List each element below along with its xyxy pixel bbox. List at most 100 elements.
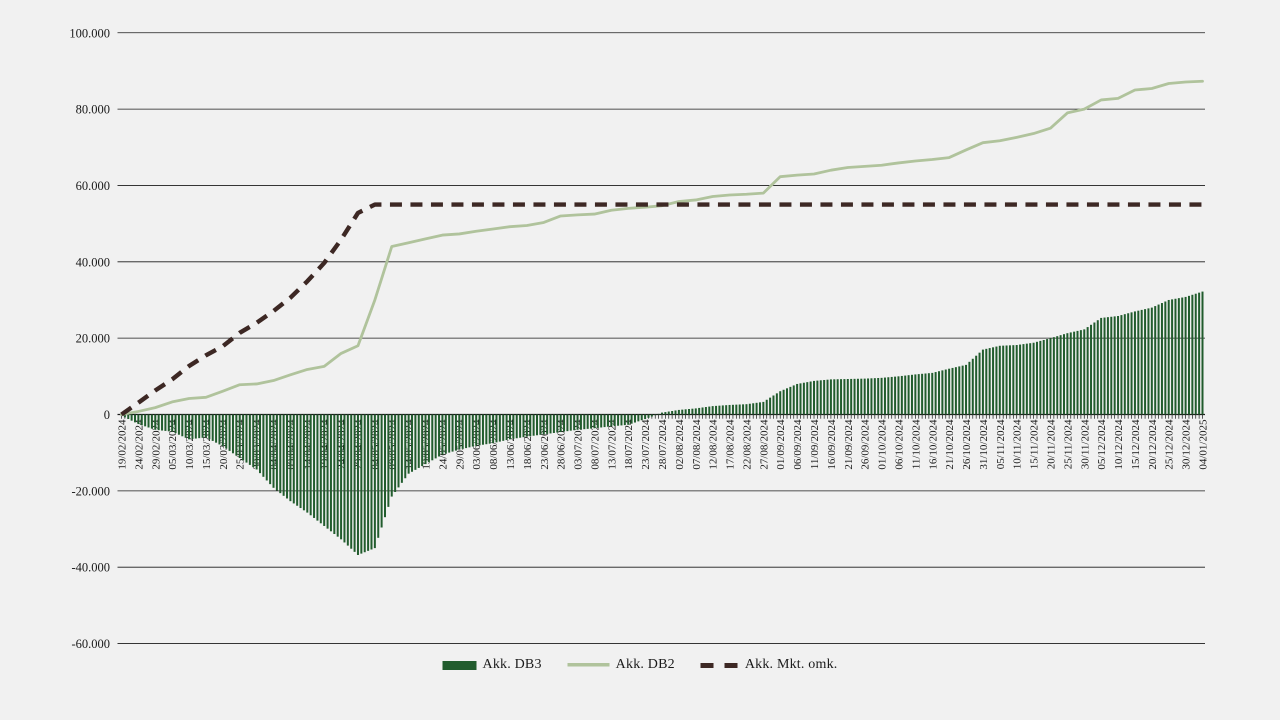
bar-akk-db3 [1137, 310, 1140, 415]
bar-akk-db3 [343, 414, 346, 543]
bar-akk-db3 [461, 414, 464, 449]
bar-akk-db3 [586, 414, 589, 429]
bar-akk-db3 [292, 414, 295, 504]
bar-akk-db3 [394, 414, 397, 492]
bar-akk-db3 [688, 409, 691, 415]
bar-akk-db3 [1022, 344, 1025, 415]
bar-akk-db3 [958, 366, 961, 415]
x-axis-tick-label: 21/09/2024 [843, 419, 855, 470]
bar-akk-db3 [373, 414, 376, 549]
bar-akk-db3 [1005, 345, 1008, 415]
bar-akk-db3 [954, 367, 957, 415]
x-axis-tick-label: 28/07/2024 [657, 419, 669, 470]
x-axis-tick-label: 16/09/2024 [826, 419, 838, 470]
bar-akk-db3 [546, 414, 549, 434]
bar-akk-db3 [127, 414, 130, 420]
bar-akk-db3 [383, 414, 386, 518]
bar-akk-db3 [914, 374, 917, 415]
bar-akk-db3 [1150, 307, 1153, 415]
bar-akk-db3 [981, 349, 984, 415]
bar-akk-db3 [944, 369, 947, 415]
bar-akk-db3 [1140, 309, 1143, 415]
bar-akk-db3 [380, 414, 383, 528]
bar-akk-db3 [897, 376, 900, 415]
bar-akk-db3 [414, 414, 417, 470]
x-axis-tick-label: 15/12/2024 [1130, 419, 1142, 470]
bar-akk-db3 [620, 414, 623, 426]
bar-akk-db3 [427, 414, 430, 463]
bar-akk-db3 [1181, 297, 1184, 415]
x-axis-tick-label: 06/10/2024 [893, 419, 905, 470]
bar-akk-db3 [242, 414, 245, 461]
x-axis-tick-label: 05/11/2024 [995, 419, 1007, 469]
bar-akk-db3 [975, 355, 978, 415]
bar-akk-db3 [184, 414, 187, 438]
bar-akk-db3 [559, 414, 562, 433]
bar-akk-db3 [319, 414, 322, 524]
bar-akk-db3 [238, 414, 241, 459]
bar-akk-db3 [1100, 317, 1103, 415]
bar-akk-db3 [971, 358, 974, 415]
bar-akk-db3 [181, 414, 184, 437]
x-axis-tick-label: 03/07/2024 [573, 419, 585, 470]
x-axis-tick-label: 11/10/2024 [910, 419, 922, 469]
bar-akk-db3 [536, 414, 539, 436]
bar-akk-db3 [137, 414, 140, 425]
bar-akk-db3 [400, 414, 403, 483]
bar-akk-db3 [650, 414, 653, 417]
bar-akk-db3 [769, 397, 772, 415]
legend-label-akk-mkt-omk: Akk. Mkt. omk. [744, 657, 838, 672]
x-axis-tick-label: 25/11/2024 [1062, 419, 1074, 469]
bar-akk-db3 [471, 414, 474, 447]
bar-akk-db3 [353, 414, 356, 552]
bar-akk-db3 [843, 379, 846, 415]
bar-akk-db3 [927, 373, 930, 415]
bar-akk-db3 [985, 348, 988, 415]
bar-akk-db3 [1127, 313, 1130, 415]
bar-akk-db3 [488, 414, 491, 444]
bar-akk-db3 [1046, 339, 1049, 415]
legend-item-akk-db3: Akk. DB3 [442, 657, 542, 673]
bar-akk-db3 [316, 414, 319, 521]
bar-akk-db3 [340, 414, 343, 540]
bar-akk-db3 [965, 364, 968, 415]
bar-akk-db3 [782, 389, 785, 415]
dashed-series-swatch-icon [700, 662, 739, 668]
bar-akk-db3 [1083, 329, 1086, 415]
bar-akk-db3 [485, 414, 488, 445]
bar-akk-db3 [758, 402, 761, 415]
bar-akk-db3 [360, 414, 363, 554]
bar-akk-db3 [194, 414, 197, 439]
bar-akk-db3 [235, 414, 238, 456]
bar-akk-db3 [833, 379, 836, 415]
bar-akk-db3 [961, 365, 964, 415]
bar-akk-db3 [211, 414, 214, 441]
bar-akk-db3 [1096, 320, 1099, 415]
bar-akk-db3 [1117, 316, 1120, 415]
bar-akk-db3 [1106, 317, 1109, 415]
bar-akk-db3 [323, 414, 326, 526]
bar-akk-db3 [846, 378, 849, 415]
bar-akk-db3 [417, 414, 420, 468]
bar-akk-db3 [451, 414, 454, 452]
bar-akk-db3 [701, 407, 704, 415]
bar-akk-db3 [836, 379, 839, 415]
bar-akk-db3 [873, 378, 876, 415]
bar-akk-db3 [721, 405, 724, 415]
x-axis-tick-label: 22/08/2024 [741, 419, 753, 470]
bar-akk-db3 [691, 408, 694, 415]
bar-akk-db3 [1032, 342, 1035, 415]
bar-akk-db3 [282, 414, 285, 496]
bar-akk-db3 [576, 414, 579, 430]
bar-akk-db3 [566, 414, 569, 432]
bar-akk-db3 [1025, 343, 1028, 415]
x-axis-tick-label: 24/02/2024 [133, 419, 145, 470]
bar-akk-db3 [454, 414, 457, 451]
bar-akk-db3 [1171, 299, 1174, 415]
bar-akk-db3 [968, 361, 971, 415]
bar-akk-db3 [863, 378, 866, 415]
x-axis-tick-label: 26/10/2024 [961, 419, 973, 470]
bar-akk-db3 [144, 414, 147, 427]
bar-akk-db3 [1120, 315, 1123, 415]
